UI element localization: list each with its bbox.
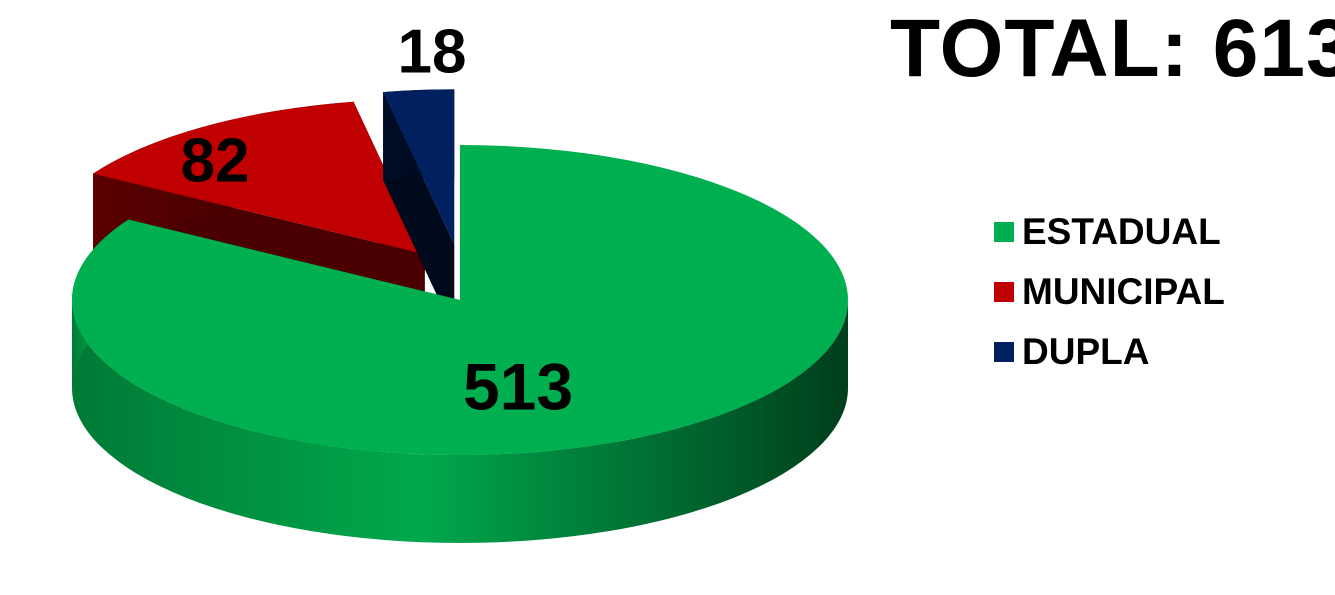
legend-item-dupla: DUPLA <box>994 322 1225 382</box>
slice-top-municipal <box>93 101 425 255</box>
chart-title: TOTAL: 613 <box>890 3 1335 94</box>
legend-item-estadual: ESTADUAL <box>994 202 1225 262</box>
data-label-estadual: 513 <box>463 349 573 423</box>
legend-swatch-dupla <box>994 342 1014 362</box>
legend-label-dupla: DUPLA <box>1022 331 1150 372</box>
legend-swatch-municipal <box>994 282 1014 302</box>
slice-top-dupla <box>383 89 455 245</box>
pie-slice-dupla <box>383 89 455 333</box>
legend-swatch-estadual <box>994 222 1014 242</box>
legend-label-municipal: MUNICIPAL <box>1022 271 1225 312</box>
chart-legend: ESTADUAL MUNICIPAL DUPLA <box>994 202 1225 382</box>
slice-top-estadual <box>72 145 848 455</box>
legend-item-municipal: MUNICIPAL <box>994 262 1225 322</box>
data-label-municipal: 82 <box>181 126 250 195</box>
data-label-dupla: 18 <box>398 17 467 86</box>
legend-label-estadual: ESTADUAL <box>1022 211 1221 252</box>
slice-side-estadual <box>72 300 848 543</box>
pie-slice-estadual <box>72 145 848 543</box>
